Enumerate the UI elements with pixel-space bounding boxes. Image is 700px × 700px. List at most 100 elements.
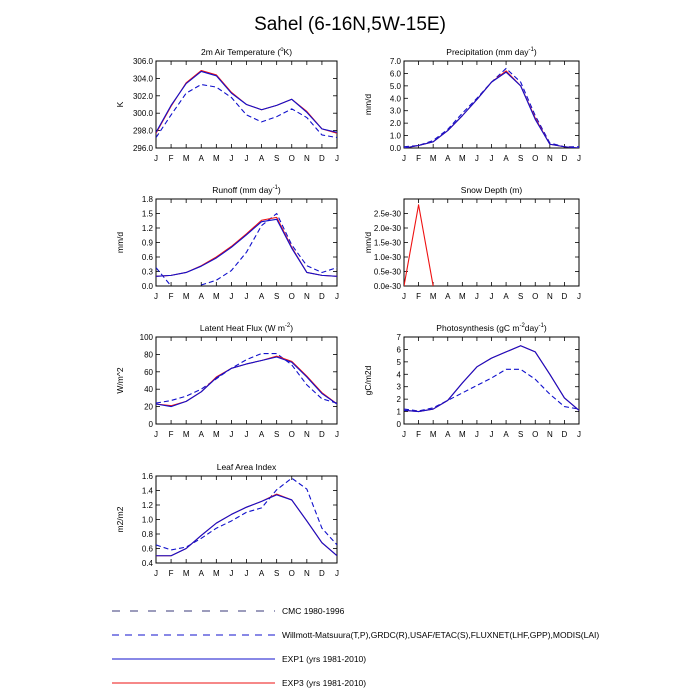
y-tick-label: 1.0e-30 xyxy=(374,253,402,262)
title-part: Photosynthesis (gC m xyxy=(436,323,519,333)
title-superscript: -2 xyxy=(519,323,525,329)
x-tick-label: O xyxy=(289,569,295,578)
x-tick-label: M xyxy=(213,569,220,578)
y-tick-label: 300.0 xyxy=(133,109,154,118)
x-tick-label: F xyxy=(416,154,421,163)
x-tick-label: J xyxy=(245,292,249,301)
y-tick-label: 0.0 xyxy=(390,144,402,153)
title-part: ) xyxy=(534,47,537,57)
chart-gpp: Photosynthesis (gC m-2day-1)J F M A M J J A S O N D… xyxy=(363,323,581,439)
y-axis-label: mm/d xyxy=(363,94,373,116)
series-group xyxy=(156,70,337,139)
series-line-exp3-yrs-1981-2010 xyxy=(404,204,434,286)
y-tick-label: 2.5e-30 xyxy=(374,210,402,219)
x-tick-label: A xyxy=(445,430,451,439)
x-tick-label: F xyxy=(416,292,421,301)
y-axis-label: gC/m2d xyxy=(363,365,373,395)
x-tick-label: M xyxy=(183,430,190,439)
x-tick-label: S xyxy=(274,430,279,439)
series-line-willmott-matsuura xyxy=(404,67,579,148)
x-tick-label: D xyxy=(319,292,325,301)
chart-precip: Precipitation (mm day-1)J F M A M J J A S O N D J0.0… xyxy=(363,47,581,163)
y-axis-label: K xyxy=(115,101,125,107)
y-tick-label: 1.5e-30 xyxy=(374,239,402,248)
title-part: Precipitation (mm day xyxy=(446,47,529,57)
x-tick-label: M xyxy=(213,292,220,301)
x-tick-label: J xyxy=(229,430,233,439)
series-line-exp1-yrs-1981-2010 xyxy=(156,70,337,133)
title-superscript: -1 xyxy=(273,185,279,191)
series-line-exp1-yrs-1981-2010 xyxy=(156,494,337,557)
x-tick-label: J xyxy=(577,292,581,301)
x-tick-label: D xyxy=(562,292,568,301)
y-tick-label: 5.0 xyxy=(390,82,402,91)
x-tick-label: A xyxy=(199,154,205,163)
x-tick-label: M xyxy=(183,154,190,163)
chart-temp: 2m Air Temperature (oK)J F M A M J J A S O N D J296.… xyxy=(115,47,339,163)
y-tick-label: 1.0 xyxy=(390,132,402,141)
title-part: Leaf Area Index xyxy=(217,462,277,472)
x-tick-label: O xyxy=(532,430,538,439)
x-tick-label: J xyxy=(154,154,158,163)
y-tick-label: 1.0 xyxy=(142,516,154,525)
series-line-fluxnet xyxy=(404,368,579,412)
title-part: K) xyxy=(284,47,293,57)
y-tick-label: 40 xyxy=(144,385,153,394)
y-tick-label: 302.0 xyxy=(133,92,154,101)
y-tick-label: 0.8 xyxy=(142,530,154,539)
x-tick-label: S xyxy=(518,292,523,301)
x-tick-label: D xyxy=(319,154,325,163)
y-tick-label: 1.2 xyxy=(142,501,154,510)
x-tick-label: J xyxy=(154,430,158,439)
y-tick-label: 0.9 xyxy=(142,239,154,248)
x-tick-label: M xyxy=(430,430,437,439)
series-group xyxy=(156,212,337,286)
y-tick-label: 2.0e-30 xyxy=(374,224,402,233)
y-axis-label: mm/d xyxy=(115,232,125,254)
x-tick-label: J xyxy=(154,292,158,301)
x-tick-label: O xyxy=(532,292,538,301)
series-line-grdc xyxy=(156,212,337,286)
x-tick-label: J xyxy=(402,430,406,439)
x-tick-label: J xyxy=(154,569,158,578)
series-group xyxy=(156,477,337,557)
series-line-exp1-yrs-1981-2010 xyxy=(404,345,579,413)
x-tick-label: A xyxy=(445,154,451,163)
chart-snow: Snow Depth (m)J F M A M J J A S O N D J0.0e-300.5e-3… xyxy=(363,185,581,301)
y-tick-label: 304.0 xyxy=(133,74,154,83)
y-tick-label: 1 xyxy=(397,408,402,417)
x-tick-label: J xyxy=(475,430,479,439)
x-tick-label: J xyxy=(245,154,249,163)
x-tick-label: A xyxy=(503,154,509,163)
series-line-exp1-yrs-1981-2010 xyxy=(156,356,337,408)
y-tick-label: 6.0 xyxy=(390,69,402,78)
y-tick-label: 0.6 xyxy=(142,253,154,262)
y-tick-label: 6 xyxy=(397,345,402,354)
x-tick-label: F xyxy=(169,430,174,439)
x-tick-label: O xyxy=(289,154,295,163)
x-tick-label: N xyxy=(304,154,310,163)
x-tick-label: N xyxy=(547,430,553,439)
plot-frame xyxy=(403,198,580,287)
y-tick-label: 80 xyxy=(144,350,153,359)
x-tick-label: O xyxy=(532,154,538,163)
series-line-fluxnet xyxy=(156,352,337,404)
x-tick-label: J xyxy=(402,292,406,301)
x-tick-label: M xyxy=(459,430,466,439)
y-tick-label: 2.0 xyxy=(390,119,402,128)
series-line-exp1-yrs-1981-2010 xyxy=(156,218,337,277)
legend-label-3: EXP1 (yrs 1981-2010) xyxy=(282,654,366,664)
x-tick-label: J xyxy=(335,430,339,439)
y-tick-label: 100 xyxy=(140,333,154,342)
y-axis-label: m2/m2 xyxy=(115,506,125,532)
y-tick-label: 0 xyxy=(149,420,154,429)
series-line-exp1-yrs-1981-2010 xyxy=(404,71,579,148)
series-group xyxy=(404,204,434,286)
y-tick-label: 7 xyxy=(397,333,402,342)
y-tick-label: 1.5 xyxy=(142,210,154,219)
x-tick-label: S xyxy=(518,430,523,439)
x-tick-label: O xyxy=(289,430,295,439)
series-group xyxy=(156,352,337,408)
